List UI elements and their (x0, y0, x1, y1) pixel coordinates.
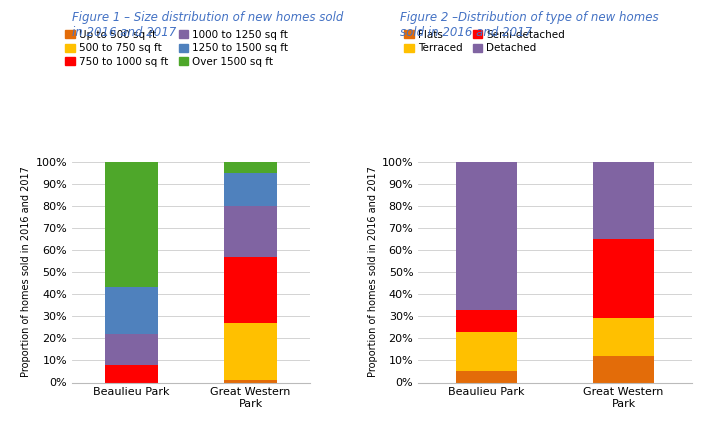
Bar (224, 380, 278, 382)
Bar (105, 365, 159, 382)
Bar (105, 287, 159, 334)
Text: Figure 2 –Distribution of type of new homes
sold in 2016 and 2017: Figure 2 –Distribution of type of new ho… (400, 11, 659, 39)
Bar (593, 162, 655, 239)
Bar (456, 309, 518, 332)
Bar (456, 162, 518, 309)
Bar (105, 162, 159, 287)
Bar (224, 206, 278, 257)
Bar (224, 257, 278, 323)
Bar (456, 371, 518, 382)
Bar (593, 318, 655, 356)
Bar (593, 239, 655, 318)
Y-axis label: Proportion of homes sold in 2016 and 2017: Proportion of homes sold in 2016 and 201… (22, 167, 32, 377)
Bar (224, 323, 278, 380)
Bar (456, 332, 518, 371)
Y-axis label: Proportion of homes sold in 2016 and 2017: Proportion of homes sold in 2016 and 201… (368, 167, 378, 377)
Bar (593, 356, 655, 382)
Bar (224, 162, 278, 173)
Bar (224, 173, 278, 206)
Legend: Up to 500 sq ft, 500 to 750 sq ft, 750 to 1000 sq ft, 1000 to 1250 sq ft, 1250 t: Up to 500 sq ft, 500 to 750 sq ft, 750 t… (66, 30, 288, 67)
Legend: Flats, Terraced, Semi-detached, Detached: Flats, Terraced, Semi-detached, Detached (404, 30, 565, 53)
Bar (105, 334, 159, 365)
Text: Figure 1 – Size distribution of new homes sold
in 2016 and 2017: Figure 1 – Size distribution of new home… (72, 11, 343, 39)
